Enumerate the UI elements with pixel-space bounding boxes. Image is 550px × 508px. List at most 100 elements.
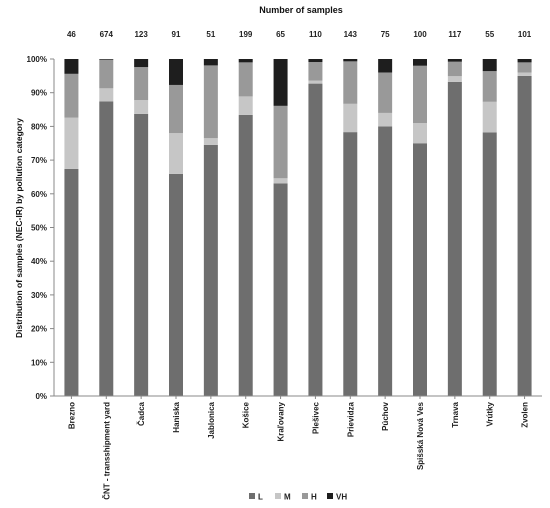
bar-segment-l	[343, 132, 358, 396]
bar-segment-m	[378, 112, 393, 127]
category-label: Košice	[242, 401, 251, 428]
bar-segment-vh	[99, 59, 114, 60]
bar-segment-m	[447, 76, 462, 82]
bar-segment-l	[378, 126, 393, 397]
bar-segment-l	[134, 113, 149, 396]
y-axis-title: Distribution of samples (NEC-IR) by poll…	[14, 118, 24, 338]
bar-segment-m	[308, 80, 323, 84]
bar-segment-h	[99, 59, 114, 89]
bar-segment-m	[273, 178, 288, 184]
sample-count-label: 199	[239, 30, 253, 39]
category-label: Púchov	[381, 401, 390, 430]
bar-segment-m	[203, 138, 218, 145]
bar-segment-m	[99, 88, 114, 102]
category-label: Prievidza	[346, 401, 355, 437]
y-tick-label: 0%	[35, 392, 47, 401]
bar-segment-h	[378, 72, 393, 113]
bar-segment-m	[482, 101, 497, 133]
y-tick-label: 100%	[27, 55, 47, 64]
bar-segment-l	[64, 168, 79, 396]
category-label: Trnava	[451, 401, 460, 427]
bar-segment-l	[273, 183, 288, 396]
category-label: Čadca	[137, 401, 146, 426]
bar-segment-l	[99, 101, 114, 396]
sample-count-label: 46	[67, 30, 76, 39]
axes	[53, 59, 542, 399]
category-label: Haniska	[172, 401, 181, 432]
sample-count-label: 143	[344, 30, 358, 39]
bar-segment-m	[64, 117, 79, 169]
sample-count-label: 100	[413, 30, 427, 39]
sample-count-label: 674	[100, 30, 114, 39]
legend-label-h: H	[311, 493, 317, 502]
legend-label-m: M	[284, 493, 291, 502]
y-tick-label: 90%	[31, 89, 47, 98]
y-tick-label: 70%	[31, 156, 47, 165]
bar-segment-m	[343, 103, 358, 133]
sample-count-label: 75	[381, 30, 390, 39]
sample-count-label: 55	[485, 30, 494, 39]
category-label: Jablonica	[207, 401, 216, 438]
bars	[64, 59, 532, 397]
bar-segment-h	[273, 105, 288, 179]
legend-swatch-h	[302, 493, 308, 499]
bar-segment-vh	[517, 59, 532, 63]
sample-count-label: 65	[276, 30, 285, 39]
y-tick-label: 60%	[31, 190, 47, 199]
bar-segment-m	[413, 123, 427, 144]
y-axis-ticks: 0% 10% 20% 30% 40% 50% 60% 70% 80% 90% 100%	[27, 55, 54, 401]
y-tick-label: 40%	[31, 257, 47, 266]
bar-segment-h	[64, 73, 79, 118]
sample-count-row: 46 674 123 91 51 199 65 110 143 75 100 117 55 101	[67, 30, 532, 39]
bar-segment-h	[343, 61, 358, 104]
top-title: Number of samples	[259, 5, 343, 15]
sample-count-label: 101	[518, 30, 532, 39]
category-label: Plešivec	[311, 401, 320, 434]
bar-segment-vh	[238, 59, 253, 63]
category-label: Brezno	[67, 402, 76, 429]
bar-segment-l	[482, 132, 497, 396]
bar-segment-m	[134, 100, 149, 114]
y-tick-label: 50%	[31, 224, 47, 233]
sample-count-label: 110	[309, 30, 322, 39]
y-tick-label: 80%	[31, 122, 47, 131]
legend-label-vh: VH	[336, 493, 347, 502]
legend-swatch-l	[249, 493, 255, 499]
bar-segment-h	[447, 61, 462, 77]
sample-count-label: 51	[206, 30, 215, 39]
bar-segment-m	[169, 133, 183, 174]
bar-segment-l	[238, 114, 253, 396]
bar-segment-h	[203, 65, 218, 139]
bar-segment-vh	[134, 59, 149, 68]
bar-segment-l	[203, 144, 218, 396]
x-axis-category-labels: Brezno ČNT - transshipment yard Čadca Hanis…	[67, 401, 529, 499]
bar-segment-h	[482, 71, 497, 102]
bar-segment-h	[238, 62, 253, 97]
bar-segment-l	[413, 143, 427, 396]
bar-segment-m	[238, 96, 253, 115]
bar-segment-vh	[273, 59, 288, 106]
bar-segment-h	[169, 84, 183, 134]
category-label: Kraľovany	[277, 401, 286, 441]
category-label: Vrútky	[486, 401, 495, 426]
bar-segment-vh	[203, 59, 218, 66]
bar-segment-h	[517, 62, 532, 73]
bar-segment-vh	[64, 59, 79, 74]
sample-count-label: 91	[172, 30, 181, 39]
category-label: Zvolen	[521, 402, 530, 428]
bar-segment-l	[447, 81, 462, 396]
bar-segment-m	[517, 72, 532, 76]
bar-segment-vh	[343, 59, 358, 62]
legend: L M H VH	[249, 493, 347, 502]
bar-segment-vh	[308, 59, 323, 63]
legend-swatch-vh	[327, 493, 333, 499]
bar-segment-h	[413, 65, 427, 124]
bar-segment-vh	[482, 59, 497, 72]
legend-label-l: L	[258, 493, 263, 502]
bar-segment-vh	[447, 59, 462, 62]
legend-swatch-m	[275, 493, 281, 499]
bar-segment-l	[308, 83, 323, 396]
bar-segment-vh	[169, 59, 183, 85]
y-tick-label: 30%	[31, 291, 47, 300]
